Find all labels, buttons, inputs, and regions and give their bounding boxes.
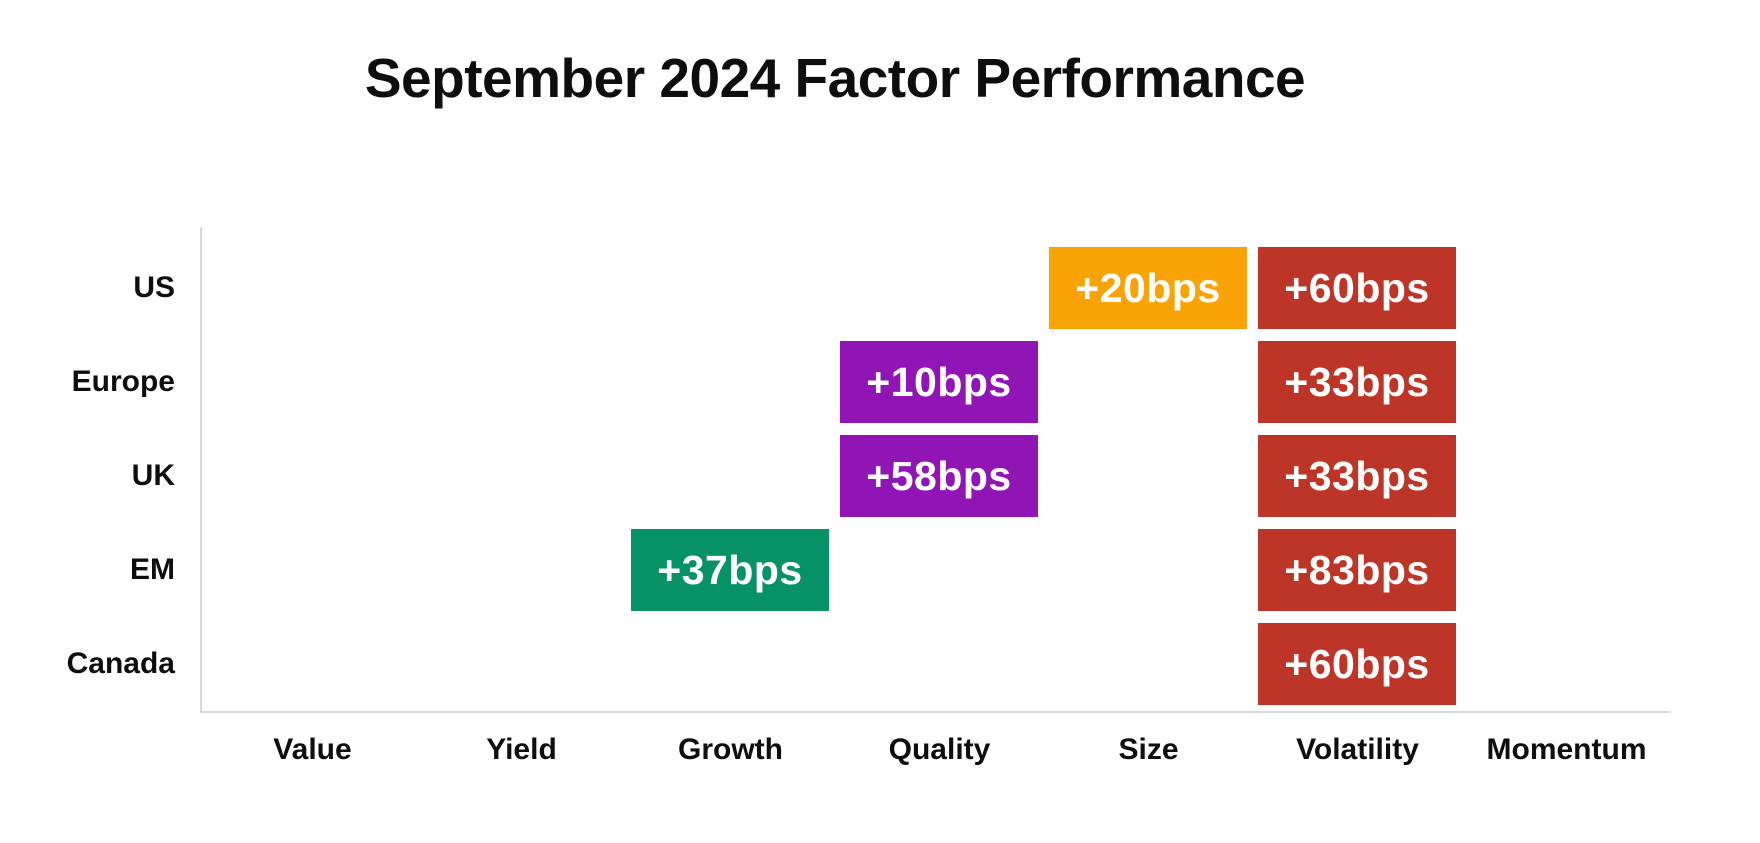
y-axis-label-uk: UK [131,459,175,492]
cell-uk-quality: +58bps [840,435,1038,517]
y-axis-label-europe: Europe [71,365,175,398]
cell-europe-volatility: +33bps [1258,341,1456,423]
y-axis-label-us: US [133,271,175,304]
cell-us-volatility: +60bps [1258,247,1456,329]
x-axis-label-quality: Quality [888,733,991,766]
x-axis-label-size: Size [1118,733,1179,766]
x-axis-label-value: Value [273,733,352,766]
cell-canada-volatility: +60bps [1258,623,1456,705]
x-axis-label-momentum: Momentum [1486,733,1647,766]
y-axis-label-canada: Canada [66,647,175,680]
cell-em-volatility: +83bps [1258,529,1456,611]
cell-em-growth: +37bps [631,529,829,611]
x-axis-label-volatility: Volatility [1296,733,1419,766]
cell-us-size: +20bps [1049,247,1247,329]
cell-uk-volatility: +33bps [1258,435,1456,517]
chart-title: September 2024 Factor Performance [364,47,1306,109]
cell-europe-quality: +10bps [840,341,1038,423]
x-axis-label-yield: Yield [486,733,557,766]
y-axis-label-em: EM [130,553,175,586]
plot-area: +20bps +60bps +10bps +33bps +58bps +33bps +37b… [200,227,1670,713]
x-axis-label-growth: Growth [678,733,783,766]
